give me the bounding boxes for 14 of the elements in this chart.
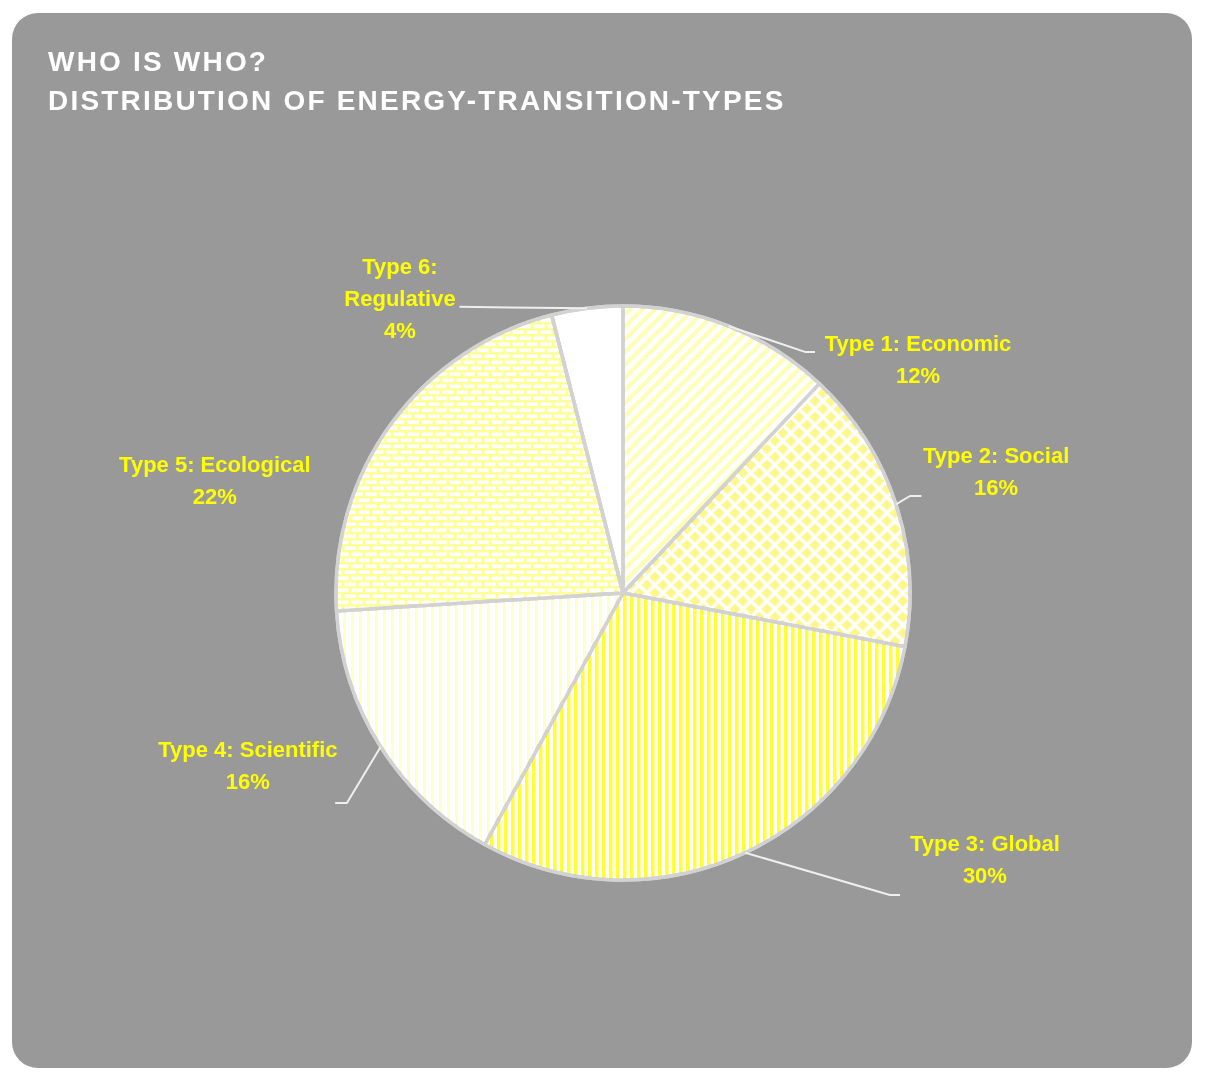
chart-subtitle: DISTRIBUTION OF ENERGY-TRANSITION-TYPES <box>48 85 786 116</box>
slice-label: Type 1: Economic <box>824 331 1012 357</box>
slice-label: Type 3: Global <box>909 831 1060 857</box>
data-label: 22% <box>192 483 237 509</box>
data-label: 12% <box>896 363 941 389</box>
data-label: 16% <box>974 475 1019 501</box>
slice-label: Type 6: Regulative <box>344 253 456 311</box>
data-label: 16% <box>225 768 270 794</box>
slice-label: Type 4: Scientific <box>158 736 338 762</box>
data-label: 4% <box>384 317 416 343</box>
slice-label: Type 5: Ecological <box>119 451 311 477</box>
chart-title: WHO IS WHO? <box>48 46 269 77</box>
slice-label: Type 2: Social <box>922 443 1070 469</box>
data-label: 30% <box>962 863 1007 889</box>
